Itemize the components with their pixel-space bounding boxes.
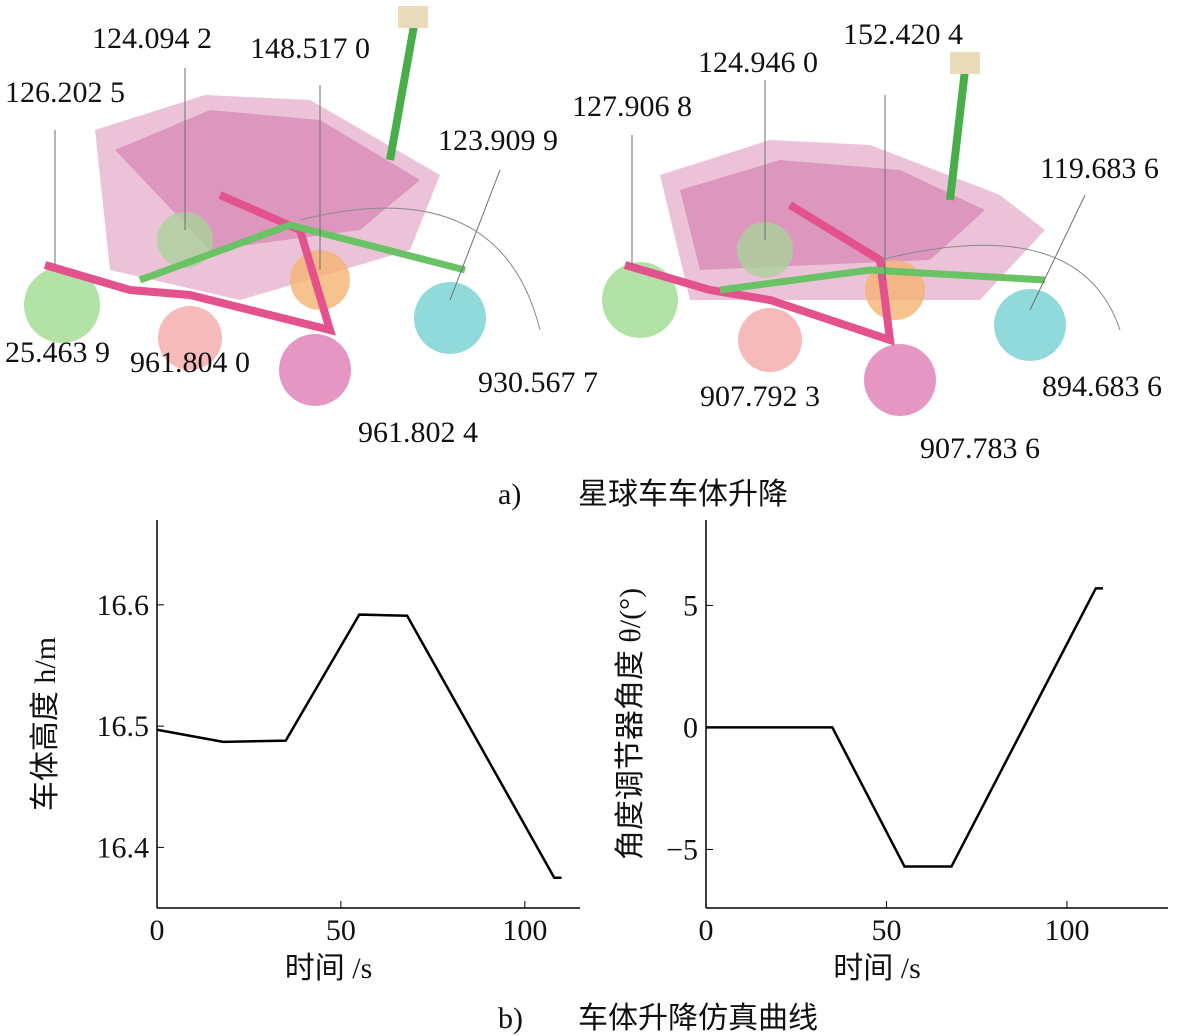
y-tick-label: 5	[683, 589, 698, 622]
load-label: 124.094 2	[92, 22, 212, 55]
caption-text: 星球车车体升降	[578, 478, 788, 511]
y-tick-label: 16.5	[97, 710, 150, 743]
x-tick-label: 100	[502, 914, 547, 947]
line-series	[156, 613, 562, 879]
y-tick-label: 16.4	[97, 831, 150, 864]
x-tick-label: 50	[871, 914, 901, 947]
load-label: 930.567 7	[478, 366, 598, 399]
y-axis-label: 角度调节器角度 θ/(°)	[614, 588, 647, 860]
x-tick-label: 50	[326, 914, 356, 947]
load-label: 961.802 4	[358, 416, 478, 449]
y-tick-label: 16.6	[97, 589, 150, 622]
load-label: 148.517 0	[250, 32, 370, 65]
line-series	[706, 587, 1104, 868]
y-axis-label: 车体高度 h/m	[29, 637, 62, 811]
caption-label: b)	[498, 1002, 523, 1035]
y-tick-label: 0	[683, 711, 698, 744]
load-label: 152.420 4	[843, 18, 963, 51]
x-tick-label: 0	[150, 914, 165, 947]
x-axis-label: 时间 /s	[833, 952, 921, 985]
x-tick-label: 100	[1044, 914, 1089, 947]
load-label: 127.906 8	[572, 90, 692, 123]
load-label: 25.463 9	[5, 336, 110, 369]
load-label: 961.804 0	[130, 346, 250, 379]
y-tick-label: −5	[666, 833, 698, 866]
load-label: 894.683 6	[1042, 370, 1162, 403]
rover-render-left	[24, 6, 541, 406]
x-axis-label: 时间 /s	[285, 952, 373, 985]
load-label: 907.783 6	[920, 432, 1040, 465]
caption-text: 车体升降仿真曲线	[578, 1002, 818, 1035]
load-label: 123.909 9	[438, 124, 558, 157]
load-label: 124.946 0	[698, 46, 818, 79]
load-label: 126.202 5	[5, 76, 125, 109]
load-label: 119.683 6	[1040, 152, 1159, 185]
load-label: 907.792 3	[700, 380, 820, 413]
x-tick-label: 0	[699, 914, 714, 947]
caption-label: a)	[498, 478, 521, 511]
rover-render-right	[602, 52, 1121, 416]
